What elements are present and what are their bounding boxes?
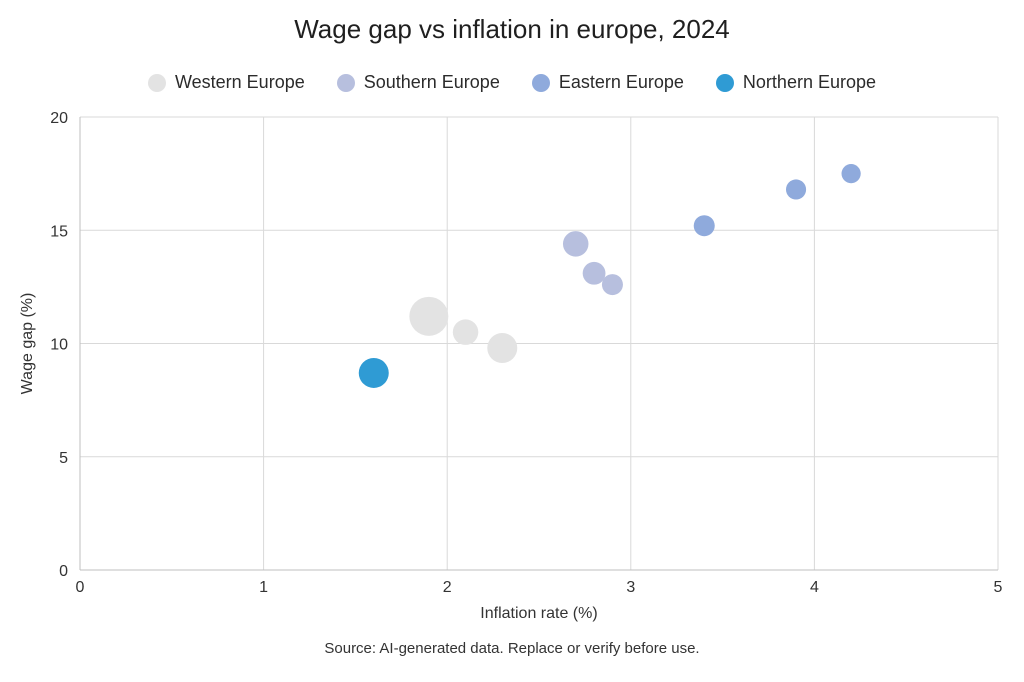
x-tick-label: 2	[443, 579, 452, 596]
chart-title: Wage gap vs inflation in europe, 2024	[294, 14, 730, 44]
gridlines	[79, 116, 999, 571]
data-point-southern-europe	[582, 261, 606, 285]
y-tick-label: 0	[59, 563, 68, 580]
legend: Western Europe Southern Europe Eastern E…	[0, 72, 1024, 93]
x-tick-label: 3	[626, 579, 635, 596]
data-point-western-europe	[487, 333, 518, 364]
y-tick-label: 5	[59, 450, 68, 467]
data-point-northern-europe	[358, 357, 389, 388]
x-tick-label: 0	[76, 579, 85, 596]
y-tick-label: 10	[50, 337, 68, 354]
legend-swatch-eastern-europe	[531, 73, 550, 92]
data-point-southern-europe	[601, 274, 623, 296]
data-point-western-europe	[409, 296, 449, 336]
legend-item-southern-europe: Southern Europe	[336, 72, 500, 93]
data-point-western-europe	[452, 319, 479, 345]
data-point-eastern-europe	[693, 215, 715, 237]
legend-swatch-northern-europe	[715, 73, 734, 92]
legend-swatch-southern-europe	[336, 73, 355, 92]
x-tick-label: 4	[810, 579, 819, 596]
x-tick-label: 1	[259, 579, 268, 596]
legend-swatch-western-europe	[147, 73, 166, 92]
legend-item-eastern-europe: Eastern Europe	[531, 72, 684, 93]
y-tick-label: 20	[50, 110, 68, 127]
tick-labels: 0 1 2 3 4 5 0 5 10 15 20	[50, 110, 1002, 596]
legend-label-southern-europe: Southern Europe	[363, 72, 500, 92]
data-point-eastern-europe	[841, 164, 861, 184]
legend-item-western-europe: Western Europe	[147, 72, 305, 93]
legend-label-eastern-europe: Eastern Europe	[558, 72, 684, 92]
legend-label-western-europe: Western Europe	[174, 72, 305, 92]
source-note: Source: AI-generated data. Replace or ve…	[324, 640, 700, 657]
data-point-southern-europe	[562, 231, 589, 257]
legend-label-northern-europe: Northern Europe	[742, 72, 876, 92]
legend-item-northern-europe: Northern Europe	[715, 72, 876, 93]
x-axis-title: Inflation rate (%)	[480, 605, 597, 622]
y-axis-title: Wage gap (%)	[19, 293, 36, 395]
y-tick-label: 15	[50, 223, 68, 240]
data-point-eastern-europe	[785, 179, 807, 200]
x-tick-label: 5	[994, 579, 1003, 596]
data-points	[358, 164, 861, 388]
